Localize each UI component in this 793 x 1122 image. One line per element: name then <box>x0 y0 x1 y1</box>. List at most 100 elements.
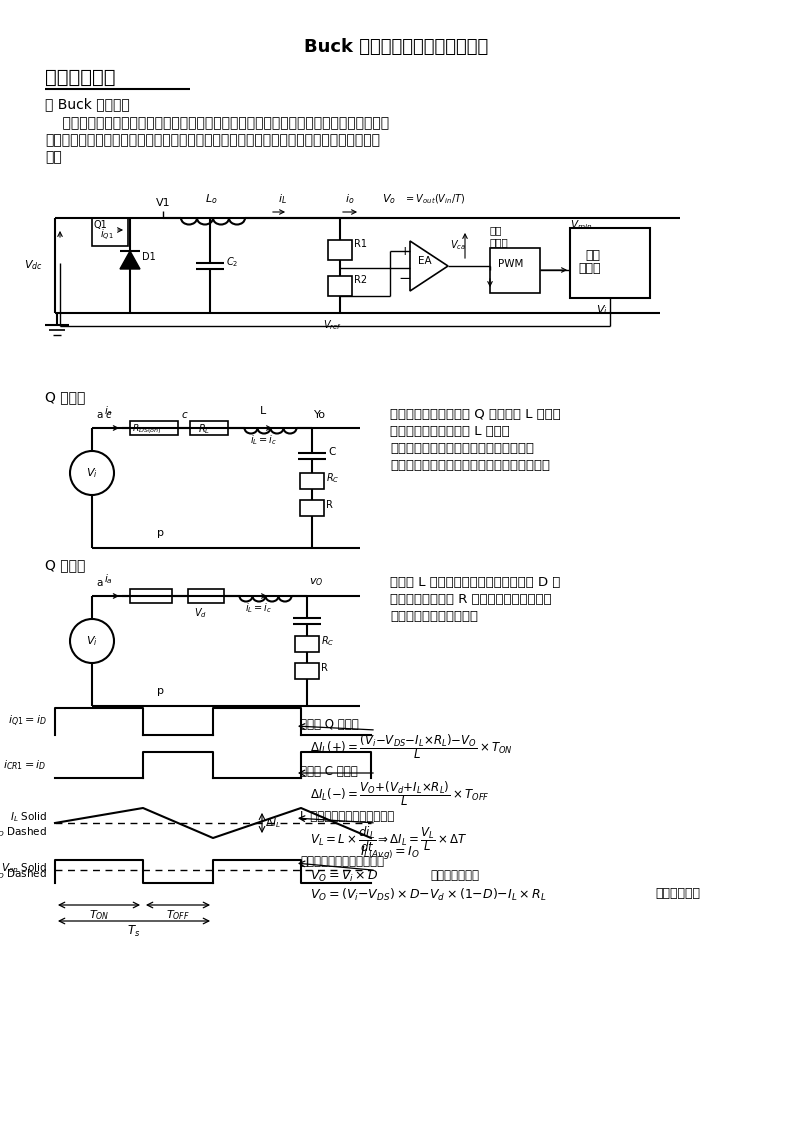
Text: $V_i$: $V_i$ <box>86 466 98 480</box>
Bar <box>328 240 352 260</box>
Text: 放大器: 放大器 <box>490 237 509 247</box>
Text: $V_L = L \times \dfrac{di_L}{dt} \Rightarrow \Delta I_L = \dfrac{V_L}{L} \times : $V_L = L \times \dfrac{di_L}{dt} \Righta… <box>310 824 468 854</box>
Text: R2: R2 <box>354 275 367 285</box>
Text: $V_O$ Dashed: $V_O$ Dashed <box>0 867 47 881</box>
Text: p: p <box>157 686 164 696</box>
Text: $C_2$: $C_2$ <box>226 255 239 269</box>
Text: $V_i$: $V_i$ <box>86 634 98 647</box>
Text: $L_o$: $L_o$ <box>205 192 217 206</box>
Text: a: a <box>96 578 102 588</box>
Text: $T_{ON}$: $T_{ON}$ <box>89 908 109 922</box>
Text: Q 闭合：: Q 闭合： <box>45 558 86 572</box>
Bar <box>300 500 324 516</box>
Bar <box>328 276 352 296</box>
Text: $i_a$: $i_a$ <box>104 404 113 419</box>
Text: 输入端电源通过开关管 Q 及电感器 L 对负载: 输入端电源通过开关管 Q 及电感器 L 对负载 <box>390 408 561 421</box>
Text: 放大器: 放大器 <box>578 261 600 275</box>
Text: 一 Buck 工作原理: 一 Buck 工作原理 <box>45 96 130 111</box>
Text: （考虑损耗）: （考虑损耗） <box>655 888 700 900</box>
Bar <box>92 218 128 246</box>
Text: $i_{Q1}=i_D$: $i_{Q1}=i_D$ <box>8 714 47 729</box>
Bar <box>295 663 319 679</box>
Text: R: R <box>326 500 333 511</box>
Bar <box>130 421 178 435</box>
Text: $= V_{out}(V_{in}/T)$: $= V_{out}(V_{in}/T)$ <box>404 192 465 206</box>
Text: 将快速通断的晶体管置于输入与输出之间，通过调节通断比例（占空比）来控制输出直流: 将快速通断的晶体管置于输入与输出之间，通过调节通断比例（占空比）来控制输出直流 <box>45 116 389 130</box>
Polygon shape <box>410 241 448 291</box>
Text: $i_L$: $i_L$ <box>278 192 287 206</box>
Text: p: p <box>157 528 164 539</box>
Text: Buck 电路的原理分析和参数设计: Buck 电路的原理分析和参数设计 <box>304 38 488 56</box>
Text: $V_O = (V_i{-}V_{DS}) \times D{-}V_d \times (1{-}D){-}I_L \times R_L$: $V_O = (V_i{-}V_{DS}) \times D{-}V_d \ti… <box>310 888 546 903</box>
Text: Q1: Q1 <box>94 220 108 230</box>
Text: Yo: Yo <box>314 410 326 420</box>
Text: 导通时 Q 的电流: 导通时 Q 的电流 <box>300 718 358 732</box>
Text: R1: R1 <box>354 239 367 249</box>
Text: L: L <box>260 406 266 416</box>
Text: c: c <box>182 410 188 420</box>
Text: 输出电压与输入电压的关系: 输出电压与输入电压的关系 <box>300 855 384 868</box>
Text: $V_d$: $V_d$ <box>193 606 206 619</box>
Text: 连续工作状态: 连续工作状态 <box>45 68 116 88</box>
Text: PWM: PWM <box>498 259 523 269</box>
Text: +: + <box>400 245 410 258</box>
Text: $T_{OFF}$: $T_{OFF}$ <box>166 908 190 922</box>
Bar <box>295 636 319 652</box>
Text: a: a <box>96 410 102 420</box>
Text: $i_L=i_c$: $i_L=i_c$ <box>250 433 277 447</box>
Text: $I_O$ Dashed: $I_O$ Dashed <box>0 825 47 839</box>
Text: $\Delta I_L(-) = \dfrac{V_O{+}(V_d{+}I_L{\times}R_L)}{L} \times T_{OFF}$: $\Delta I_L(-) = \dfrac{V_O{+}(V_d{+}I_L… <box>310 779 489 808</box>
Text: C: C <box>328 447 335 457</box>
Text: $R_{DS(on)}$: $R_{DS(on)}$ <box>132 422 162 435</box>
Text: $i_a$: $i_a$ <box>104 572 113 586</box>
Bar <box>188 589 224 603</box>
Text: $V_{ref}$: $V_{ref}$ <box>323 318 342 332</box>
Text: $V_{op}$ Solid: $V_{op}$ Solid <box>1 862 47 876</box>
Text: $R_C$: $R_C$ <box>321 634 335 647</box>
Text: V1: V1 <box>155 197 170 208</box>
Text: $v_O$: $v_O$ <box>309 577 324 588</box>
Text: Q 导通：: Q 导通： <box>45 390 86 404</box>
Bar <box>190 421 228 435</box>
Text: $R_C$: $R_C$ <box>326 471 339 485</box>
Text: $I_L$ Solid: $I_L$ Solid <box>10 810 47 824</box>
Text: $V_{ca}$: $V_{ca}$ <box>450 238 466 252</box>
Text: $V_{min}$: $V_{min}$ <box>570 218 592 232</box>
Text: 电容相当于恒压源，在电路里起到滤波的作用: 电容相当于恒压源，在电路里起到滤波的作用 <box>390 459 550 472</box>
Polygon shape <box>120 251 140 269</box>
Text: 误差: 误差 <box>490 226 503 234</box>
Text: D1: D1 <box>142 252 155 263</box>
Text: $T_s$: $T_s$ <box>128 925 140 939</box>
Text: $\Delta I_L$: $\Delta I_L$ <box>265 816 281 830</box>
Text: $V_o$: $V_o$ <box>382 192 396 206</box>
Text: $i_{CR1}=i_D$: $i_{CR1}=i_D$ <box>3 758 47 772</box>
Text: 电流: 电流 <box>585 248 600 261</box>
Text: $i_{Q1}$: $i_{Q1}$ <box>100 228 113 243</box>
Bar <box>300 473 324 489</box>
Text: L 的电流和输出电流的关系。: L 的电流和输出电流的关系。 <box>300 810 394 824</box>
Text: （不考虑损耗）: （不考虑损耗） <box>430 870 479 882</box>
Text: 负载端获得连续的电流。: 负载端获得连续的电流。 <box>390 610 478 623</box>
Text: $I_{L(Avg)} = I_O$: $I_{L(Avg)} = I_O$ <box>360 844 420 861</box>
Bar <box>490 248 540 293</box>
Text: 压。: 压。 <box>45 150 62 164</box>
Text: 闭合时 C 的电流: 闭合时 C 的电流 <box>300 765 358 778</box>
Text: 电感相当于一个恒流源，起传递能量作用: 电感相当于一个恒流源，起传递能量作用 <box>390 442 534 456</box>
Text: c: c <box>106 410 112 420</box>
Text: $R_L$: $R_L$ <box>198 422 210 435</box>
Text: $i_o$: $i_o$ <box>345 192 354 206</box>
Text: 电感器 L 中储存的能量通过续流二极管 D 形: 电感器 L 中储存的能量通过续流二极管 D 形 <box>390 576 561 589</box>
Text: $V_{dc}$: $V_{dc}$ <box>25 258 43 272</box>
Text: EA: EA <box>418 256 431 266</box>
Bar <box>570 228 650 298</box>
Text: $V_i$: $V_i$ <box>596 303 608 316</box>
Text: 成的回路，对负载 R 继续供电，从而保证了: 成的回路，对负载 R 继续供电，从而保证了 <box>390 594 552 606</box>
Text: $V_O = V_i \times D$: $V_O = V_i \times D$ <box>310 870 379 884</box>
Bar <box>130 589 172 603</box>
Text: 供电，并同时对电感器 L 充电。: 供电，并同时对电感器 L 充电。 <box>390 425 510 438</box>
Text: $i_L=i_c$: $i_L=i_c$ <box>245 601 272 615</box>
Text: $\Delta I_L(+) = \dfrac{(V_i{-}V_{DS}{-}I_L{\times}R_L){-}V_O}{L} \times T_{ON}$: $\Delta I_L(+) = \dfrac{(V_i{-}V_{DS}{-}… <box>310 732 513 761</box>
Text: −: − <box>399 270 412 285</box>
Text: 电压的平均值。该平均电压由可调宽度的方波脉冲构成，方波脉冲的平均值就是直流输出电: 电压的平均值。该平均电压由可调宽度的方波脉冲构成，方波脉冲的平均值就是直流输出电 <box>45 134 380 147</box>
Text: R: R <box>321 663 328 673</box>
